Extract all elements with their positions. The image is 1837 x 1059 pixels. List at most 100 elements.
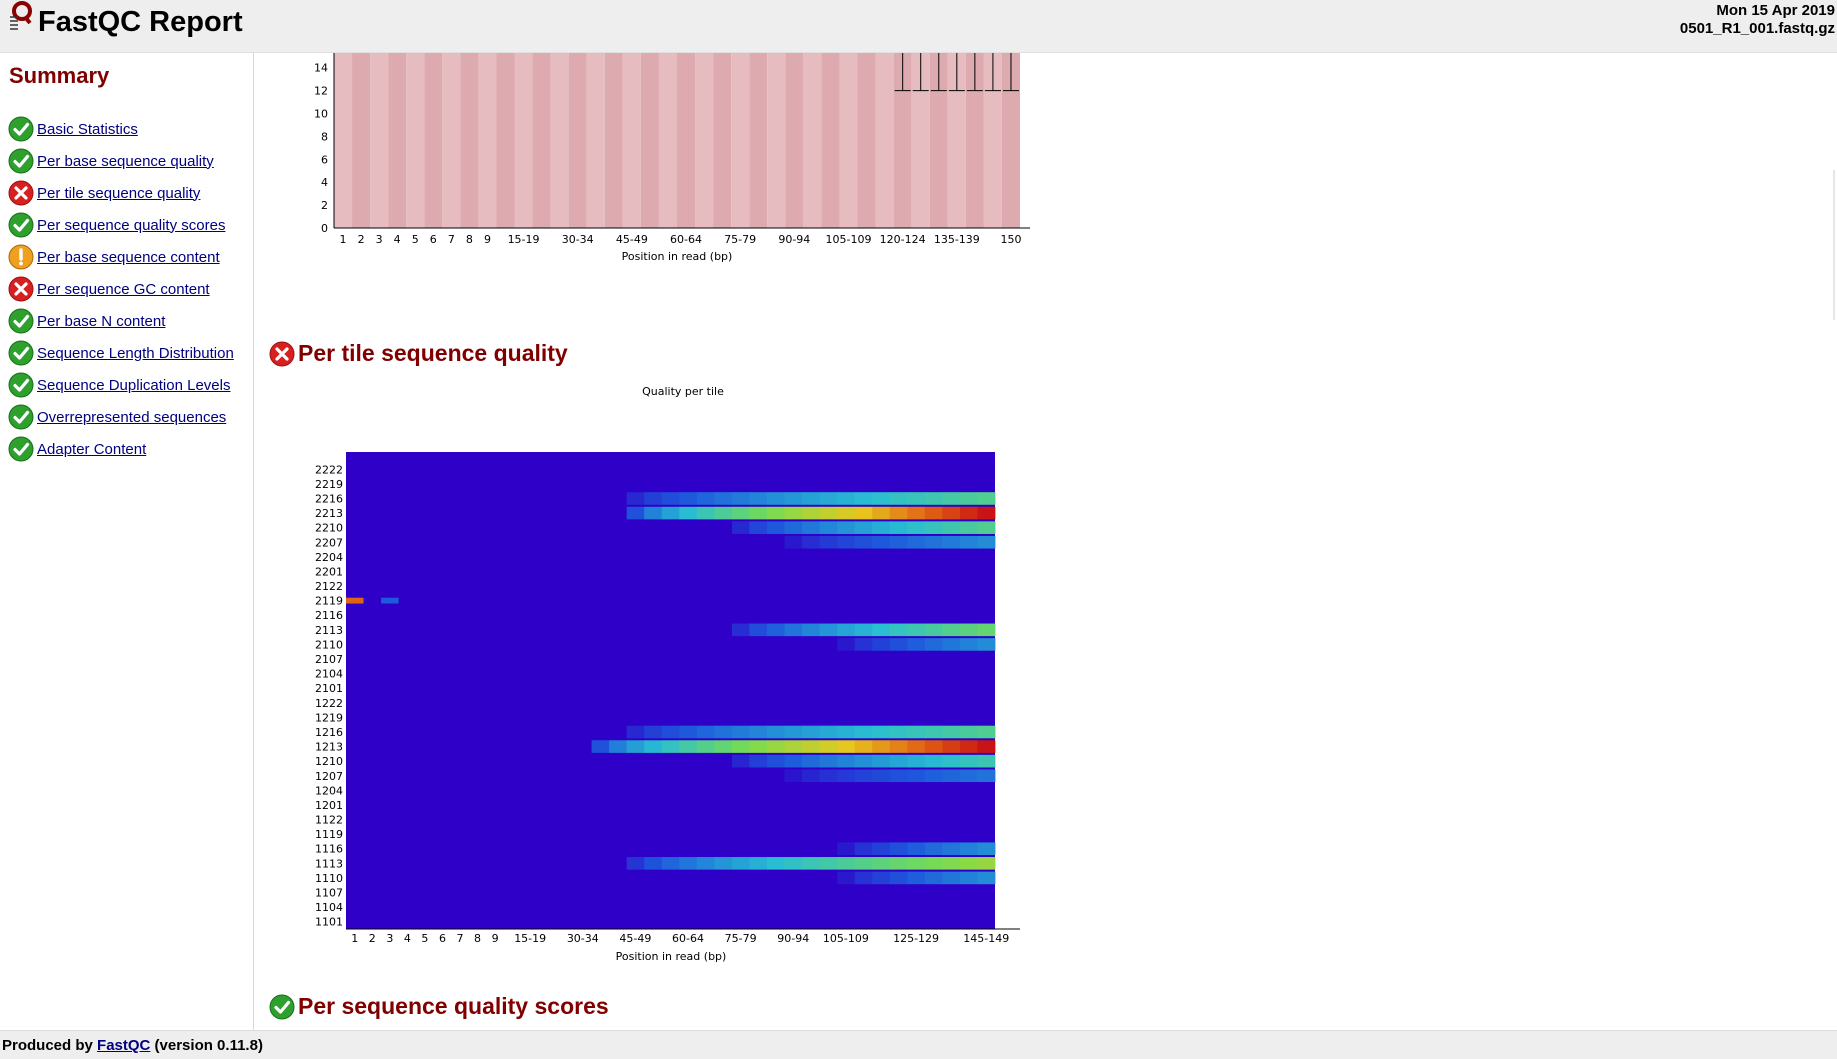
y-tick-label: 2207 [315,536,343,549]
x-tick-label: 1 [351,932,358,945]
heatmap-cell [907,871,926,885]
x-axis-label: Position in read (bp) [616,950,727,963]
main-content[interactable]: 0 2 4 6 8 10 12 14 1 2 3 4 5 6 7 8 9 15-19 30-34 45-49 60-64… [254,53,1837,1030]
heatmap-cell [872,842,891,856]
summary-link[interactable]: Sequence Length Distribution [37,344,234,362]
summary-link[interactable]: Per base sequence quality [37,152,214,170]
y-tick-label: 2119 [315,595,343,608]
quality-zone-band [731,53,750,228]
heatmap-cell [854,769,873,783]
heatmap-cell [802,740,820,753]
quality-zone-band [334,53,353,228]
heatmap-cell [889,769,908,783]
x-tick-label: 2 [358,233,365,246]
heatmap-cell [696,857,715,870]
y-tick-label: 1116 [315,843,343,856]
heatmap-cell [837,740,856,753]
heatmap-cell [766,492,785,505]
summary-link[interactable]: Per sequence quality scores [37,216,226,234]
heatmap-cell [749,492,768,505]
heatmap-cell [907,521,926,534]
warning-icon [8,244,34,270]
quality-zone-band [604,53,623,228]
heatmap-cell [977,754,996,768]
heatmap-row-2110 [837,638,996,651]
y-tick-label: 1122 [315,814,343,827]
summary-link[interactable]: Per base sequence content [37,248,220,266]
heatmap-cell [872,769,891,783]
quality-zone-band [911,53,930,228]
summary-link[interactable]: Per tile sequence quality [37,184,201,202]
heatmap-cell [626,506,645,520]
heatmap-cell [872,754,891,768]
heatmap-cell [959,535,978,549]
quality-zone-band [478,53,497,228]
summary-link[interactable]: Basic Statistics [37,120,138,138]
tick-icon [8,148,34,174]
summary-item: Per sequence quality scores [8,209,234,241]
quality-zone-band [406,53,425,228]
quality-zone-band [532,53,551,228]
y-tick-label: 1113 [315,857,343,870]
y-tick-label: 1201 [315,799,343,812]
y-tick-label: 2201 [315,565,343,578]
heatmap-cell [924,492,943,505]
heatmap-cell [977,769,996,783]
heatmap-cell [784,535,803,549]
heatmap-cell [907,506,926,520]
y-tick-label: 10 [314,108,328,121]
heatmap-cell [714,492,733,505]
heatmap-cell [837,506,856,520]
summary-link[interactable]: Per base N content [37,312,166,330]
summary-item: Per tile sequence quality [8,177,234,209]
heatmap-cell [942,754,961,768]
fastqc-link[interactable]: FastQC [97,1037,151,1054]
y-tick-label: 2101 [315,682,343,695]
report-footer: Produced by FastQC (version 0.11.8) [0,1030,1837,1059]
heatmap-cell [679,492,698,505]
heatmap-cell [766,506,785,520]
heatmap-cell [959,725,978,739]
heatmap-cell [802,492,820,505]
heatmap-cell [766,521,785,534]
heatmap-cell [749,521,768,534]
x-tick-label: 145-149 [963,932,1009,945]
whisker [1002,53,1019,92]
summary-title: Summary [9,63,110,88]
quality-zone-band [893,53,912,228]
quality-zone-band [586,53,605,228]
heatmap-cell [819,740,838,753]
tick-icon [269,994,295,1019]
x-tick-label: 60-64 [670,233,702,246]
whisker [966,53,983,92]
summary-link[interactable]: Per sequence GC content [37,280,210,298]
heatmap-cell [889,754,908,768]
heatmap-cell [942,506,961,520]
heatmap-cell [731,725,750,739]
summary-item: Overrepresented sequences [8,401,234,433]
summary-link[interactable]: Adapter Content [37,440,147,458]
heatmap-cell [696,740,715,753]
y-tick-label: 1110 [315,872,343,885]
summary-item: Per base sequence quality [8,145,234,177]
section-per-seq-quality-heading: Per sequence quality scores [269,993,609,1020]
summary-item: Sequence Duplication Levels [8,369,234,401]
heatmap-cell [977,857,996,870]
heatmap-cell [907,842,926,856]
heatmap-row-1113 [626,857,996,870]
heatmap-cell [784,754,803,768]
cross-icon [269,341,295,366]
heatmap-cell [977,492,996,505]
summary-link[interactable]: Sequence Duplication Levels [37,376,231,394]
heatmap-cell [924,521,943,534]
heatmap-row-1216 [626,725,996,739]
quality-zone-band [839,53,858,228]
heatmap-cell [907,754,926,768]
summary-link[interactable]: Overrepresented sequences [37,408,227,426]
heatmap-cell [854,535,873,549]
heatmap-cell [346,597,364,604]
y-tick-label: 14 [314,62,328,75]
heatmap-cell [889,623,908,637]
scrollbar-thumb[interactable] [1833,170,1835,320]
heatmap-cell [924,725,943,739]
